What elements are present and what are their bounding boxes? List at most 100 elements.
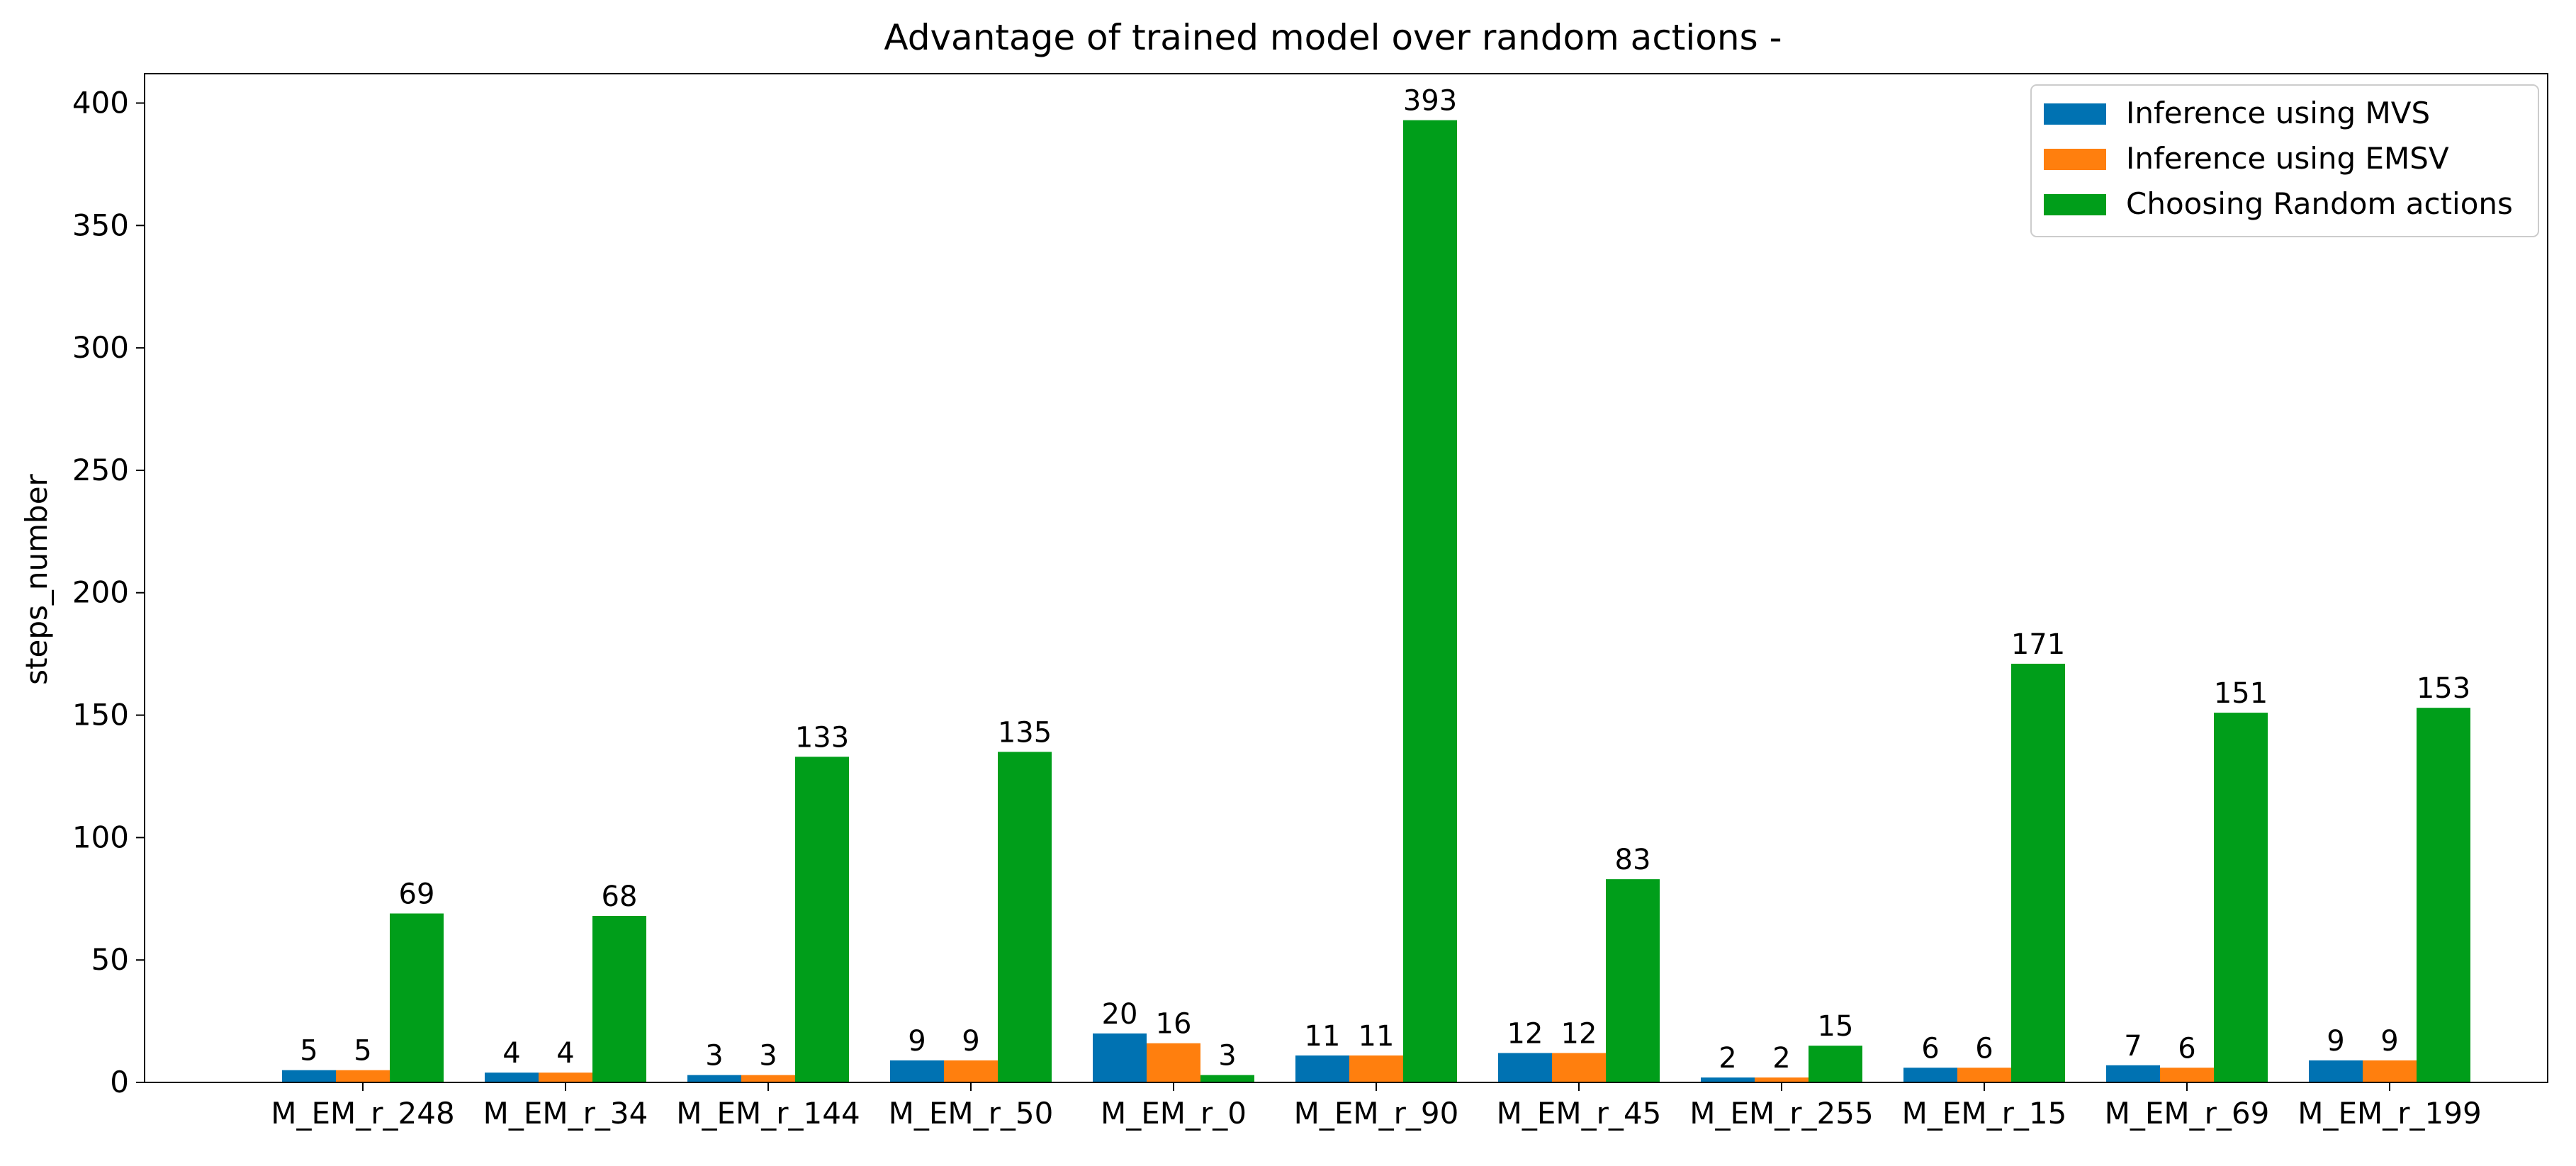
legend-swatch — [2044, 149, 2106, 170]
legend-swatch — [2044, 103, 2106, 125]
data-label: 9 — [2327, 1025, 2344, 1058]
bar — [1903, 1068, 1957, 1082]
bar — [1200, 1075, 1254, 1082]
bar — [1957, 1068, 2011, 1082]
bar-series-1: 5 4 3 9 20 11 12 2 6 7 9 — [282, 998, 2363, 1082]
x-tick-label: M_EM_r_15 — [1902, 1096, 2067, 1131]
bar — [539, 1072, 592, 1082]
x-tick-label: M_EM_r_45 — [1497, 1096, 1662, 1131]
x-tick-label: M_EM_r_0 — [1101, 1096, 1247, 1131]
data-label: 7 — [2124, 1030, 2142, 1063]
data-label: 20 — [1102, 998, 1138, 1031]
x-tick-label: M_EM_r_34 — [483, 1096, 648, 1131]
bar — [485, 1072, 539, 1082]
bar — [2363, 1060, 2417, 1082]
y-tick-label: 100 — [72, 820, 129, 854]
bar — [1606, 879, 1660, 1082]
chart-title: Advantage of trained model over random a… — [884, 17, 1782, 58]
data-label: 12 — [1507, 1018, 1543, 1051]
bar — [1403, 120, 1457, 1082]
data-label: 133 — [795, 721, 849, 754]
y-tick-label: 150 — [72, 698, 129, 732]
legend: Inference using MVS Inference using EMSV C… — [2030, 84, 2539, 237]
bar — [1809, 1046, 1862, 1082]
x-tick-label: M_EM_r_199 — [2297, 1096, 2481, 1131]
bar — [890, 1060, 944, 1082]
x-axis: M_EM_r_248 M_EM_r_34 M_EM_r_144 M_EM_r_50 M_… — [271, 1082, 2482, 1131]
data-label: 4 — [502, 1037, 520, 1070]
bar — [390, 913, 444, 1082]
y-tick-label: 200 — [72, 575, 129, 610]
y-axis-label: steps_number — [19, 473, 54, 684]
data-label: 151 — [2214, 677, 2268, 710]
bar — [741, 1075, 795, 1082]
data-label: 153 — [2417, 672, 2470, 705]
bar — [2309, 1060, 2363, 1082]
legend-item: Choosing Random actions — [2044, 186, 2513, 221]
data-label: 2 — [1719, 1042, 1736, 1075]
x-tick-label: M_EM_r_69 — [2105, 1096, 2270, 1131]
bar — [795, 757, 849, 1082]
bar — [687, 1075, 741, 1082]
bar — [1498, 1053, 1552, 1082]
bar — [1552, 1053, 1606, 1082]
bar — [282, 1070, 336, 1082]
data-label: 3 — [1218, 1040, 1236, 1072]
y-tick-label: 250 — [72, 453, 129, 487]
y-tick-label: 50 — [91, 942, 129, 977]
y-tick-label: 300 — [72, 330, 129, 365]
y-tick-label: 350 — [72, 208, 129, 242]
data-label: 5 — [300, 1035, 317, 1068]
data-label: 68 — [602, 881, 638, 913]
data-label: 11 — [1359, 1020, 1395, 1053]
bar — [1093, 1033, 1147, 1082]
data-label: 2 — [1772, 1042, 1790, 1075]
bar — [2160, 1068, 2214, 1082]
data-label: 6 — [2178, 1032, 2195, 1065]
bar — [998, 752, 1052, 1082]
legend-item: Inference using EMSV — [2044, 141, 2449, 176]
x-tick-label: M_EM_r_255 — [1689, 1096, 1873, 1131]
data-label: 171 — [2011, 628, 2065, 661]
data-label: 4 — [556, 1037, 574, 1070]
data-label: 9 — [908, 1025, 926, 1058]
y-tick-label: 0 — [110, 1065, 129, 1099]
x-tick-label: M_EM_r_144 — [676, 1096, 860, 1131]
data-label: 9 — [2380, 1025, 2398, 1058]
data-label: 69 — [399, 878, 435, 911]
bar — [1295, 1055, 1349, 1082]
bar — [336, 1070, 390, 1082]
x-tick-label: M_EM_r_90 — [1294, 1096, 1459, 1131]
data-label: 9 — [962, 1025, 979, 1058]
y-tick-label: 400 — [72, 85, 129, 120]
data-label: 6 — [1921, 1032, 1939, 1065]
plot-frame — [144, 73, 2548, 1083]
data-label: 135 — [998, 716, 1052, 749]
data-label: 11 — [1305, 1020, 1341, 1053]
x-tick-label: M_EM_r_248 — [271, 1096, 454, 1131]
bar — [2417, 708, 2470, 1082]
data-label: 3 — [759, 1040, 777, 1072]
legend-swatch — [2044, 194, 2106, 215]
x-tick-label: M_EM_r_50 — [889, 1096, 1054, 1131]
bar — [1349, 1055, 1403, 1082]
data-label: 16 — [1156, 1008, 1192, 1041]
bar — [2214, 713, 2268, 1082]
y-axis: 0 50 100 150 200 250 300 350 400 — [72, 85, 145, 1099]
bar — [1755, 1077, 1809, 1082]
data-label: 15 — [1818, 1010, 1854, 1043]
bar-series-2: 5 4 3 9 16 11 12 2 6 6 9 — [336, 1008, 2417, 1082]
bar — [592, 915, 646, 1082]
bar — [1147, 1043, 1200, 1082]
legend-label: Inference using MVS — [2126, 96, 2430, 130]
legend-item: Inference using MVS — [2044, 96, 2430, 130]
data-label: 83 — [1615, 844, 1651, 876]
bar — [1701, 1077, 1755, 1082]
data-label: 5 — [354, 1035, 371, 1068]
legend-box — [2030, 84, 2539, 237]
bar — [2011, 663, 2065, 1082]
data-label: 393 — [1403, 85, 1457, 118]
